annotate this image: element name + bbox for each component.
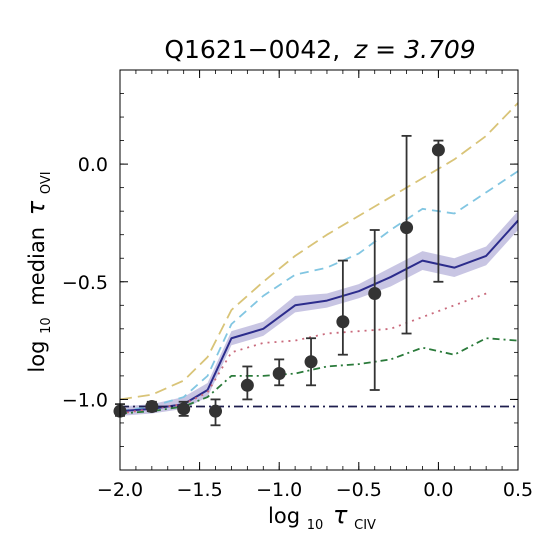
- xlabel-sub: 10: [307, 518, 324, 533]
- point-marker: [272, 367, 286, 381]
- data-point-11: [431, 139, 445, 283]
- point-marker: [145, 399, 159, 413]
- point-marker: [400, 221, 414, 235]
- confidence-band-layer: [120, 211, 518, 416]
- axis-ticks-layer: −2.0 −1.5 −1.0 −0.5 0.0 0.5 −1.0 −0.5 0.0: [62, 69, 533, 501]
- xlabel-log: log: [268, 504, 300, 528]
- data-point-10: [400, 134, 414, 335]
- data-point-4: [209, 398, 223, 427]
- x-tick-label: 0.5: [503, 479, 533, 501]
- ylabel-ion: OVI: [39, 171, 54, 194]
- data-point-3: [177, 400, 191, 417]
- ylabel-median: median: [25, 227, 49, 306]
- data-point-6: [272, 358, 286, 387]
- xlabel-ion: CIV: [354, 518, 376, 533]
- point-marker: [209, 404, 223, 418]
- plot-frame: [119, 69, 519, 471]
- data-point-9: [368, 229, 382, 391]
- series-1-line: [120, 102, 518, 401]
- title-z: z = 3.709: [353, 35, 476, 64]
- point-marker: [336, 315, 350, 329]
- data-point-7: [304, 337, 318, 387]
- data-point-5: [240, 365, 254, 401]
- x-tick-label: −1.5: [177, 479, 223, 501]
- point-marker: [431, 143, 445, 157]
- point-marker: [304, 355, 318, 369]
- xlabel-tau: τ: [333, 501, 348, 529]
- ylabel-tau: τ: [22, 200, 50, 215]
- x-axis-label: log 10 τ CIV: [268, 501, 376, 534]
- point-marker: [240, 378, 254, 392]
- y-tick-label: 0.0: [78, 154, 108, 176]
- x-tick-label: −1.0: [256, 479, 302, 501]
- series-2-line: [120, 170, 518, 413]
- y-tick-label: −1.0: [62, 389, 108, 411]
- series-4-line: [120, 292, 487, 415]
- point-marker: [177, 402, 191, 416]
- x-tick-label: 0.0: [423, 479, 453, 501]
- data-point-2: [145, 399, 159, 413]
- x-tick-label: −2.0: [97, 479, 143, 501]
- title-prefix: Q1621−0042,: [164, 35, 340, 64]
- y-tick-label: −0.5: [62, 272, 108, 294]
- x-tick-label: −0.5: [336, 479, 382, 501]
- chart-title: Q1621−0042, z = 3.709: [164, 35, 475, 64]
- series-3-band: [120, 211, 518, 416]
- data-points-layer: [113, 134, 445, 427]
- data-point-8: [336, 259, 350, 356]
- y-axis-label: log 10 median τ OVI: [22, 171, 55, 372]
- ylabel-log: log: [25, 341, 49, 373]
- ylabel-sub: 10: [39, 317, 54, 334]
- point-marker: [368, 287, 382, 301]
